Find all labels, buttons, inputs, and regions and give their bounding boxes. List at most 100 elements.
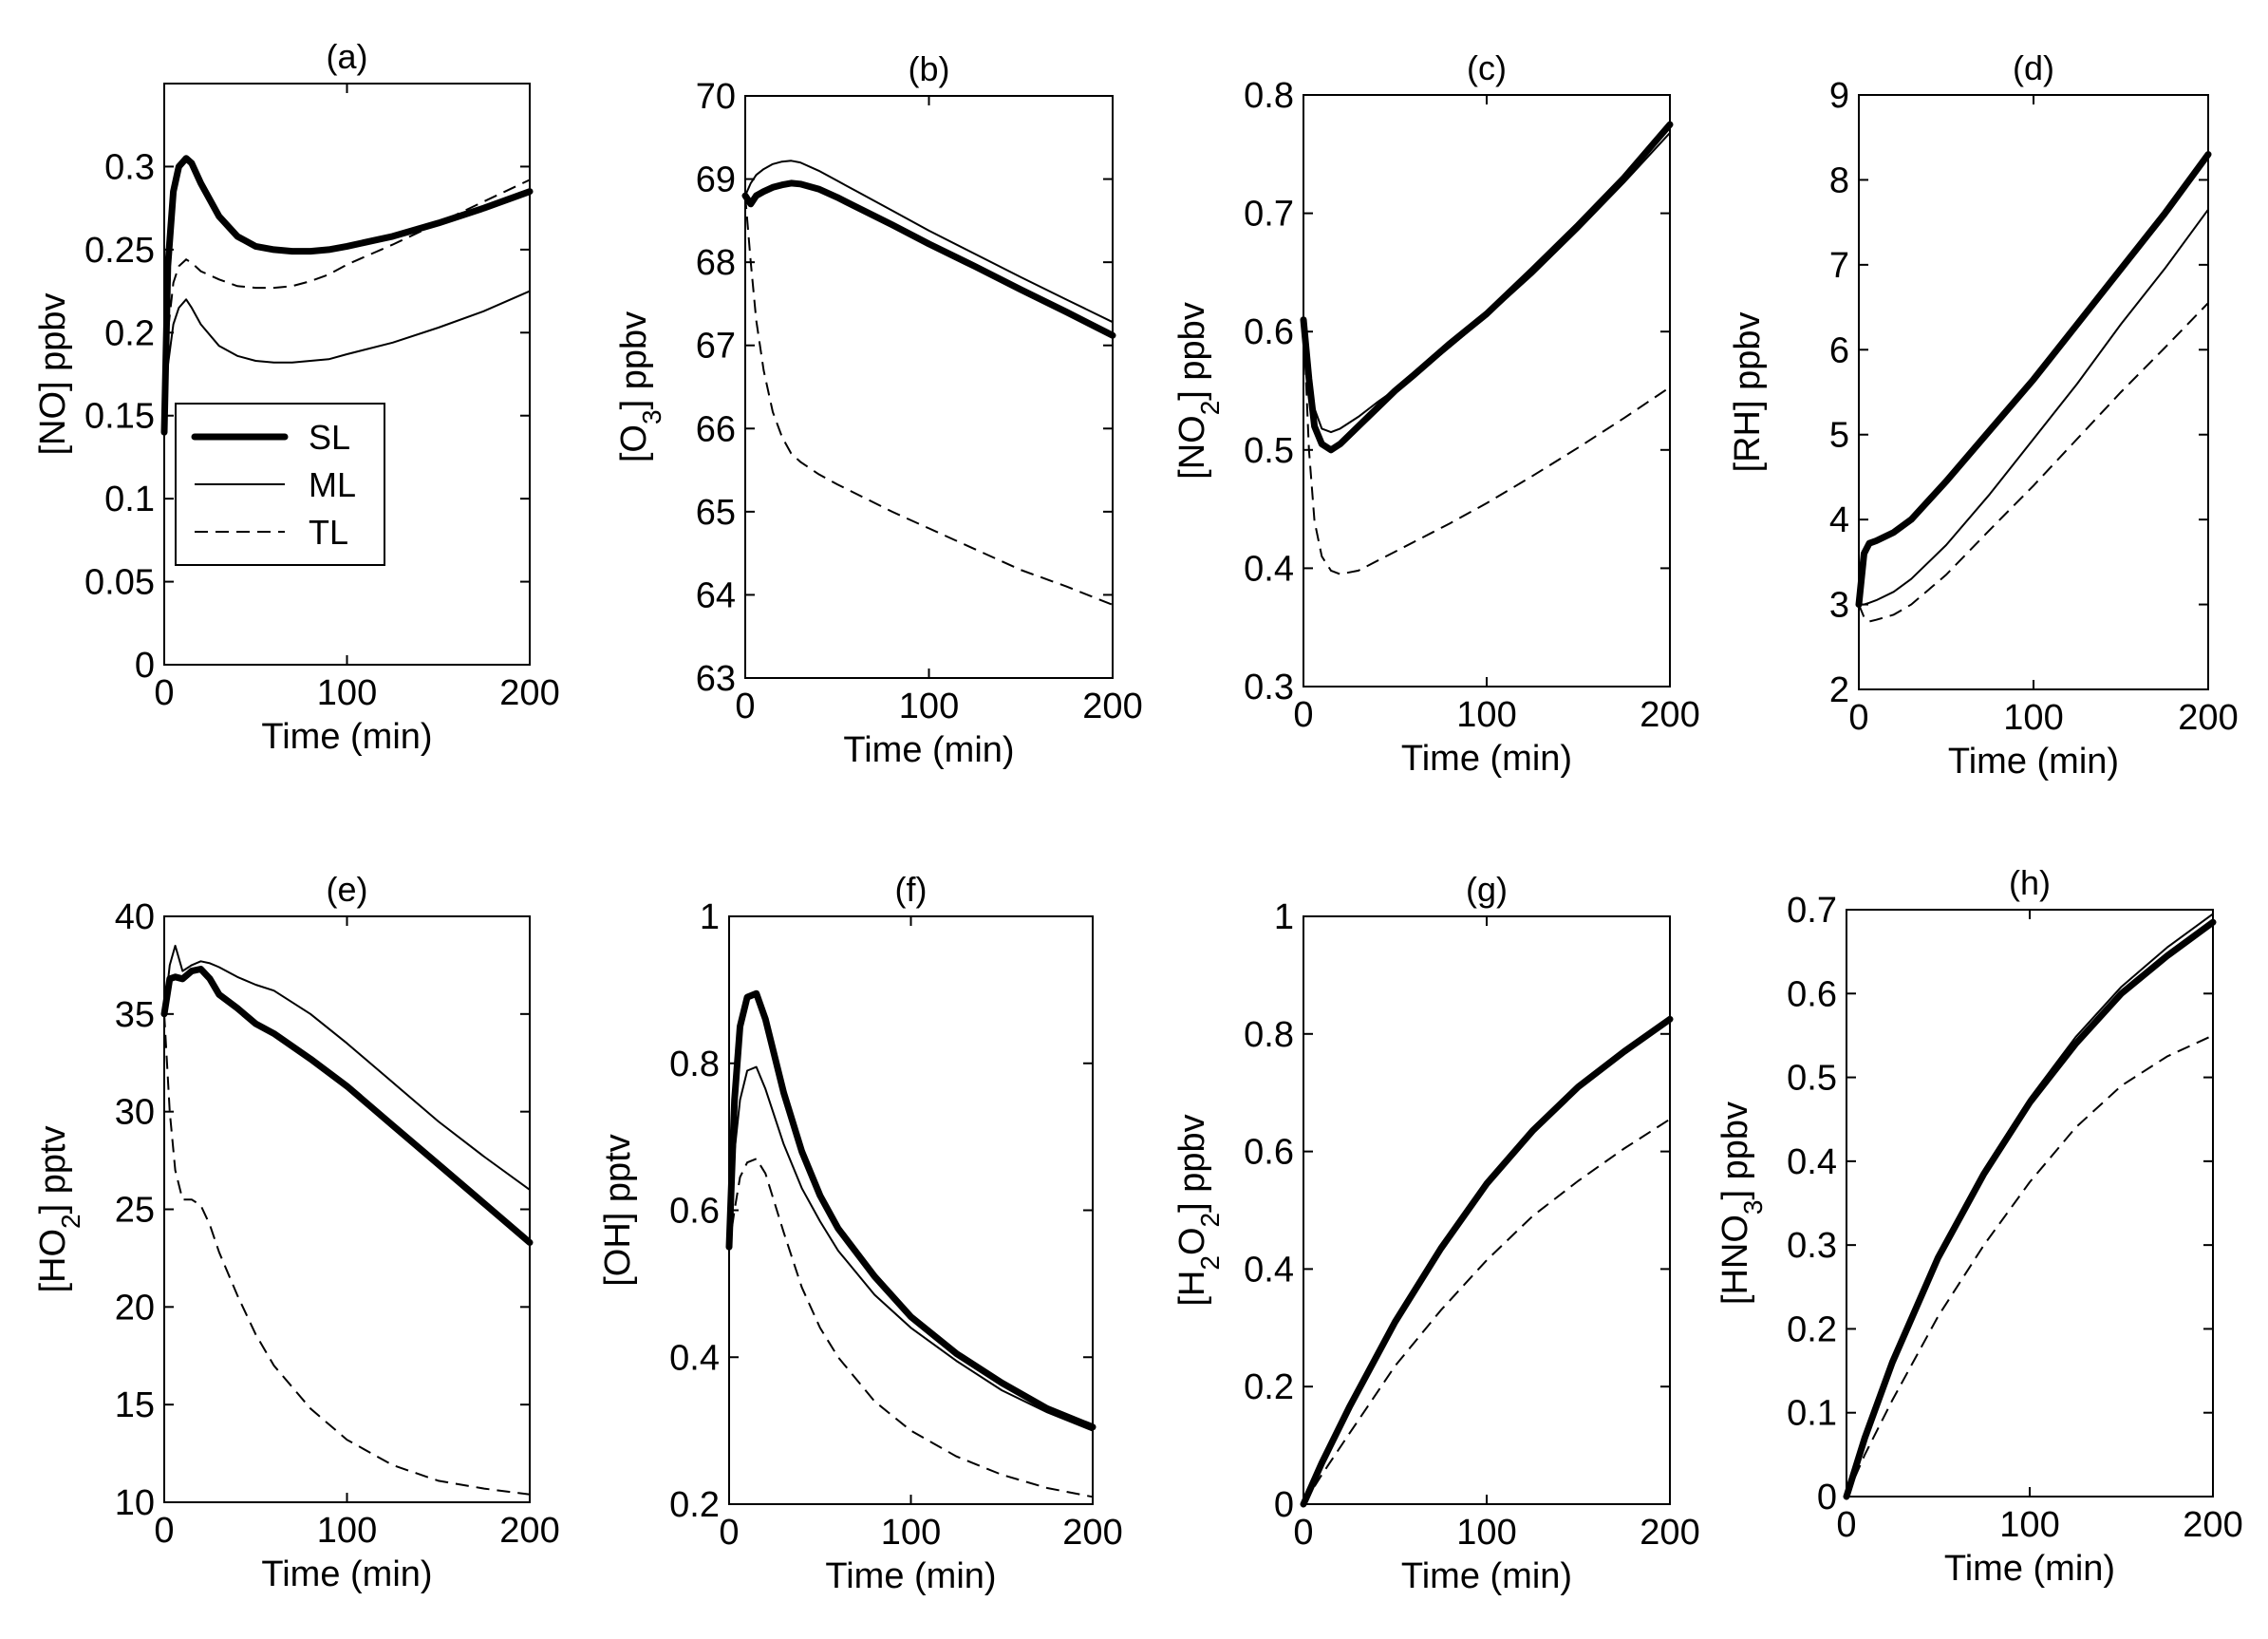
x-tick-label: 100 <box>2003 698 2063 738</box>
series-line-sl <box>160 966 534 1246</box>
series-line-ml <box>1859 209 2209 606</box>
y-tick-label: 0.7 <box>1787 891 1837 931</box>
x-tick-label: 100 <box>899 687 959 726</box>
x-tick-label: 200 <box>2178 698 2238 738</box>
y-tick-label: 0.3 <box>1244 668 1294 707</box>
y-tick-label: 0.7 <box>1244 195 1294 235</box>
x-axis-label: Time (min) <box>843 730 1014 770</box>
x-tick-label: 100 <box>881 1513 941 1553</box>
plot-frame <box>728 915 1094 1505</box>
panel-g: (g) 0 100 200 0 0.2 0.4 0.6 0.8 1 Time (min) [H2O2]… <box>1172 870 1700 1596</box>
panel-e: (e) 0 100 200 10 15 20 25 30 35 40 Time (min) [HO2] … <box>33 870 560 1594</box>
series-line-tl <box>1858 302 2209 623</box>
x-tick-label: 200 <box>1082 687 1142 726</box>
y-tick-label: 69 <box>696 160 736 200</box>
panel-title: (e) <box>327 870 368 909</box>
series-line-sl <box>725 989 1097 1431</box>
x-tick-label: 200 <box>1062 1513 1122 1553</box>
y-tick-label: 0.2 <box>104 313 155 353</box>
series-line-ml <box>744 160 1114 324</box>
legend-label-tl: TL <box>309 513 348 552</box>
x-tick-label: 200 <box>2183 1505 2242 1545</box>
series-line-ml <box>1846 913 2214 1498</box>
y-tick-label: 68 <box>696 243 736 283</box>
y-tick-label: 0.6 <box>1244 312 1294 352</box>
y-tick-label: 3 <box>1829 586 1849 626</box>
y-tick-label: 1 <box>1274 897 1294 937</box>
series-line-tl <box>1303 319 1671 575</box>
x-tick-label: 200 <box>499 673 559 713</box>
y-axis-label: [OH] pptv <box>598 1134 638 1287</box>
y-axis-label: [H2O2] ppbv <box>1172 1114 1225 1306</box>
y-tick-label: 0.2 <box>1244 1367 1294 1407</box>
y-tick-label: 9 <box>1829 76 1849 116</box>
series-line-tl <box>744 196 1114 606</box>
plot-frame <box>1858 94 2209 690</box>
series-line-sl <box>1843 918 2217 1500</box>
y-tick-label: 0.8 <box>1244 1015 1294 1055</box>
series-line-tl <box>728 1158 1094 1498</box>
series-line-tl <box>1303 1118 1671 1505</box>
y-tick-label: 0.8 <box>669 1045 720 1084</box>
y-tick-label: 0.6 <box>1787 974 1837 1014</box>
y-tick-label: 0.1 <box>1787 1394 1837 1434</box>
y-tick-label: 65 <box>696 493 736 533</box>
y-tick-label: 66 <box>696 409 736 449</box>
y-tick-label: 40 <box>115 897 155 937</box>
y-tick-label: 0.6 <box>1244 1133 1294 1173</box>
plot-frame <box>163 915 531 1503</box>
y-tick-label: 0 <box>135 646 155 686</box>
x-axis-label: Time (min) <box>1401 1556 1572 1596</box>
y-axis-label: [HNO3] ppbv <box>1715 1102 1768 1305</box>
y-tick-label: 0.4 <box>1244 1250 1294 1290</box>
x-tick-label: 0 <box>719 1513 739 1553</box>
y-axis-label: [RH] ppbv <box>1728 312 1768 473</box>
y-tick-label: 0.05 <box>84 563 155 603</box>
y-tick-label: 7 <box>1829 246 1849 286</box>
y-tick-label: 0 <box>1274 1485 1294 1525</box>
x-tick-label: 0 <box>1848 698 1868 738</box>
y-tick-label: 1 <box>700 897 720 937</box>
y-tick-label: 25 <box>115 1191 155 1231</box>
x-tick-label: 0 <box>154 1511 174 1551</box>
x-tick-label: 0 <box>1293 695 1313 735</box>
y-tick-label: 0 <box>1817 1478 1837 1517</box>
series-line-sl <box>1300 121 1674 454</box>
y-tick-label: 4 <box>1829 500 1849 540</box>
series-line-sl <box>1300 1015 1674 1508</box>
y-tick-label: 35 <box>115 995 155 1035</box>
legend-label-ml: ML <box>309 465 356 504</box>
x-tick-label: 100 <box>1456 695 1516 735</box>
y-axis-label: [NO2] ppbv <box>1172 302 1225 480</box>
series-line-sl <box>1855 151 2212 609</box>
y-axis-label: [O3] ppbv <box>614 311 666 462</box>
y-axis-label: [NO] ppbv <box>33 292 73 455</box>
series-line-sl <box>160 155 534 436</box>
x-axis-label: Time (min) <box>261 717 432 757</box>
panel-title: (d) <box>2013 48 2054 87</box>
x-tick-label: 100 <box>317 1511 377 1551</box>
series-line-tl <box>163 179 531 433</box>
y-tick-label: 63 <box>696 659 736 699</box>
y-tick-label: 0.4 <box>669 1338 720 1378</box>
y-tick-label: 0.5 <box>1787 1059 1837 1099</box>
series-line-sl <box>741 179 1116 339</box>
series-line-ml <box>1303 1018 1671 1505</box>
x-axis-label: Time (min) <box>1948 742 2119 782</box>
y-tick-label: 64 <box>696 575 736 615</box>
y-tick-label: 0.4 <box>1244 549 1294 589</box>
panel-b: (b) 0 100 200 63 64 65 66 67 68 69 70 Time (min) [O3]… <box>614 49 1143 770</box>
panel-a: (a) 0 100 200 0 0.05 0.1 0.15 0.2 0.25 0.3 Time (mi… <box>33 37 560 757</box>
y-tick-label: 0.8 <box>1244 76 1294 116</box>
series-line-ml <box>1303 132 1671 434</box>
y-tick-label: 0.15 <box>84 397 155 437</box>
series-line-ml <box>163 290 531 433</box>
x-axis-label: Time (min) <box>825 1556 996 1596</box>
y-tick-label: 0.5 <box>1244 431 1294 471</box>
x-tick-label: 100 <box>1999 1505 2059 1545</box>
plot-frame <box>163 83 531 666</box>
panel-title: (a) <box>327 37 368 76</box>
x-axis-label: Time (min) <box>1401 739 1572 779</box>
x-tick-label: 0 <box>154 673 174 713</box>
